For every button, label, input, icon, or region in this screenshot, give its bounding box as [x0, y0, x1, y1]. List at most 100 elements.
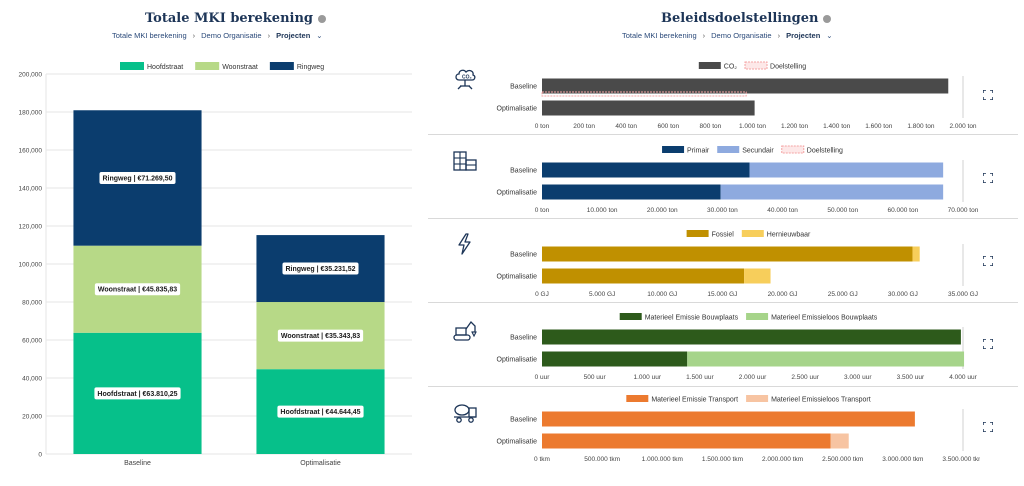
- data-label: Ringweg | €71.269,50: [102, 175, 172, 182]
- energy-bar-chart: Fossiel Hernieuwbaar Baseline Optimalisatie…: [497, 230, 978, 298]
- x-tick-label: 3.000 uur: [844, 374, 872, 381]
- y-tick-label: 200,000: [19, 72, 43, 79]
- legend-swatch: [686, 230, 709, 237]
- chevron-right-icon: ›: [702, 31, 706, 40]
- x-tick-label: 0 ton: [535, 123, 550, 130]
- expand-icon[interactable]: [983, 339, 993, 349]
- bar-segment: [749, 162, 944, 178]
- x-tick-label: 2.000 uur: [739, 374, 767, 381]
- x-tick-label: 70.000 ton: [948, 207, 979, 214]
- x-tick-label: 500 uur: [584, 374, 607, 381]
- legend-swatch: [781, 145, 805, 154]
- x-tick-label: 1.400 ton: [823, 123, 850, 130]
- data-label-bg: [282, 262, 359, 275]
- x-tick-label: 4.000 uur: [949, 374, 977, 381]
- breadcrumb-item-active[interactable]: Projecten: [276, 31, 311, 40]
- y-tick-label: 40,000: [22, 376, 42, 383]
- expand-icon[interactable]: [983, 422, 993, 432]
- chevron-down-icon[interactable]: ⌄: [316, 31, 323, 40]
- breadcrumb-item[interactable]: Totale MKI berekening: [622, 31, 697, 40]
- legend-swatch: [195, 62, 220, 70]
- x-tick-label: 1.200 ton: [781, 123, 808, 130]
- legend-label: Materieel Emissie Bouwplaats: [645, 315, 739, 322]
- x-tick-label: 15.000 GJ: [707, 291, 737, 298]
- materials-bar-chart: Primair Secundair Doelstelling Baseline Opti…: [497, 145, 979, 214]
- y-tick-label: 60,000: [22, 338, 42, 345]
- chevron-right-icon: ›: [777, 31, 781, 40]
- breadcrumb-item[interactable]: Totale MKI berekening: [112, 31, 187, 40]
- y-tick-label: 140,000: [19, 186, 43, 193]
- category-label: Baseline: [510, 168, 537, 175]
- y-tick-label: 120,000: [19, 224, 43, 231]
- breadcrumb-item[interactable]: Demo Organisatie: [201, 31, 262, 40]
- lightning-icon: [458, 233, 471, 255]
- x-tick-label: 200 ton: [573, 123, 595, 130]
- category-label: Optimalisatie: [497, 190, 538, 197]
- excavator-icon: [453, 320, 477, 341]
- legend-label: CO₂: [724, 64, 738, 71]
- data-label: Woonstraat | €45.835,83: [98, 287, 177, 294]
- legend-label: Woonstraat: [222, 64, 258, 71]
- x-tick-label: 0 tkm: [534, 456, 550, 463]
- bar-segment: [542, 411, 915, 427]
- x-tick-label: 30.000 GJ: [888, 291, 918, 298]
- bar-segment: [830, 433, 849, 449]
- data-label: Hoofdstraat | €63.810,25: [97, 391, 177, 398]
- svg-text:CO₂: CO₂: [462, 75, 472, 81]
- breadcrumb-item[interactable]: Demo Organisatie: [711, 31, 772, 40]
- bar-segment: [542, 100, 755, 116]
- bar-segment: [912, 246, 920, 262]
- x-tick-label: 10.000 GJ: [647, 291, 677, 298]
- panel-divider: [428, 386, 1018, 387]
- legend-label: Secundair: [742, 148, 774, 155]
- legend-label: Materieel Emissieloos Transport: [771, 397, 871, 404]
- right-title-text: Beleidsdoelstellingen: [661, 11, 819, 26]
- x-tick-label: 500.000 tkm: [584, 456, 620, 463]
- left-title-text: Totale MKI berekening: [145, 11, 314, 26]
- legend-swatch: [746, 395, 769, 402]
- bar-segment: [720, 184, 944, 200]
- x-tick-label: 1.800 ton: [907, 123, 934, 130]
- x-tick-label: 2.000.000 tkm: [762, 456, 803, 463]
- legend-label: Primair: [687, 148, 710, 155]
- bar-segment: [542, 184, 721, 200]
- category-label: Optimalisatie: [497, 274, 538, 281]
- bar-segment: [542, 246, 913, 262]
- x-tick-label: 0 ton: [535, 207, 550, 214]
- data-label: Woonstraat | €35.343,83: [281, 333, 360, 340]
- panel-divider: [428, 134, 1018, 135]
- expand-icon[interactable]: [983, 173, 993, 183]
- legend-label: Materieel Emissie Transport: [651, 397, 738, 404]
- x-tick-label: 10.000 ton: [587, 207, 618, 214]
- chevron-right-icon: ›: [192, 31, 196, 40]
- expand-icon[interactable]: [983, 256, 993, 266]
- data-label: Ringweg | €35.231,52: [285, 266, 355, 273]
- x-tick-label: 20.000 GJ: [768, 291, 798, 298]
- category-label: Baseline: [510, 417, 537, 424]
- construction-equipment-bar-chart: Materieel Emissie Bouwplaats Materieel Em…: [497, 313, 978, 381]
- co2-icon: CO₂: [455, 69, 476, 90]
- legend-swatch: [120, 62, 144, 70]
- expand-icon[interactable]: [983, 90, 993, 100]
- info-icon[interactable]: [823, 14, 832, 23]
- y-tick-label: 100,000: [19, 262, 43, 269]
- x-tick-label: 600 ton: [657, 123, 679, 130]
- x-tick-label: 2.000 ton: [949, 123, 976, 130]
- transport-bar-chart: Materieel Emissie Transport Materieel Emi…: [497, 395, 980, 463]
- x-tick-label: 1.000.000 tkm: [642, 456, 683, 463]
- bar-segment: [542, 78, 949, 94]
- breadcrumb-item-active[interactable]: Projecten: [786, 31, 821, 40]
- x-tick-label: 60.000 ton: [887, 207, 918, 214]
- legend-swatch: [619, 313, 642, 320]
- x-tick-label: 0 uur: [535, 374, 551, 381]
- legend-swatch: [717, 146, 740, 153]
- x-tick-label: 2.500.000 tkm: [822, 456, 863, 463]
- x-tick-label: 1.000 ton: [739, 123, 766, 130]
- legend-swatch: [746, 313, 769, 320]
- x-tick-label: Baseline: [124, 460, 151, 467]
- stacked-bar-chart: Hoofdstraat Woonstraat Ringweg 0 20,000 40,00…: [19, 62, 412, 467]
- x-tick-label: 5.000 GJ: [589, 291, 615, 298]
- chevron-down-icon[interactable]: ⌄: [826, 31, 833, 40]
- info-icon[interactable]: [318, 14, 327, 23]
- y-tick-label: 160,000: [19, 148, 43, 155]
